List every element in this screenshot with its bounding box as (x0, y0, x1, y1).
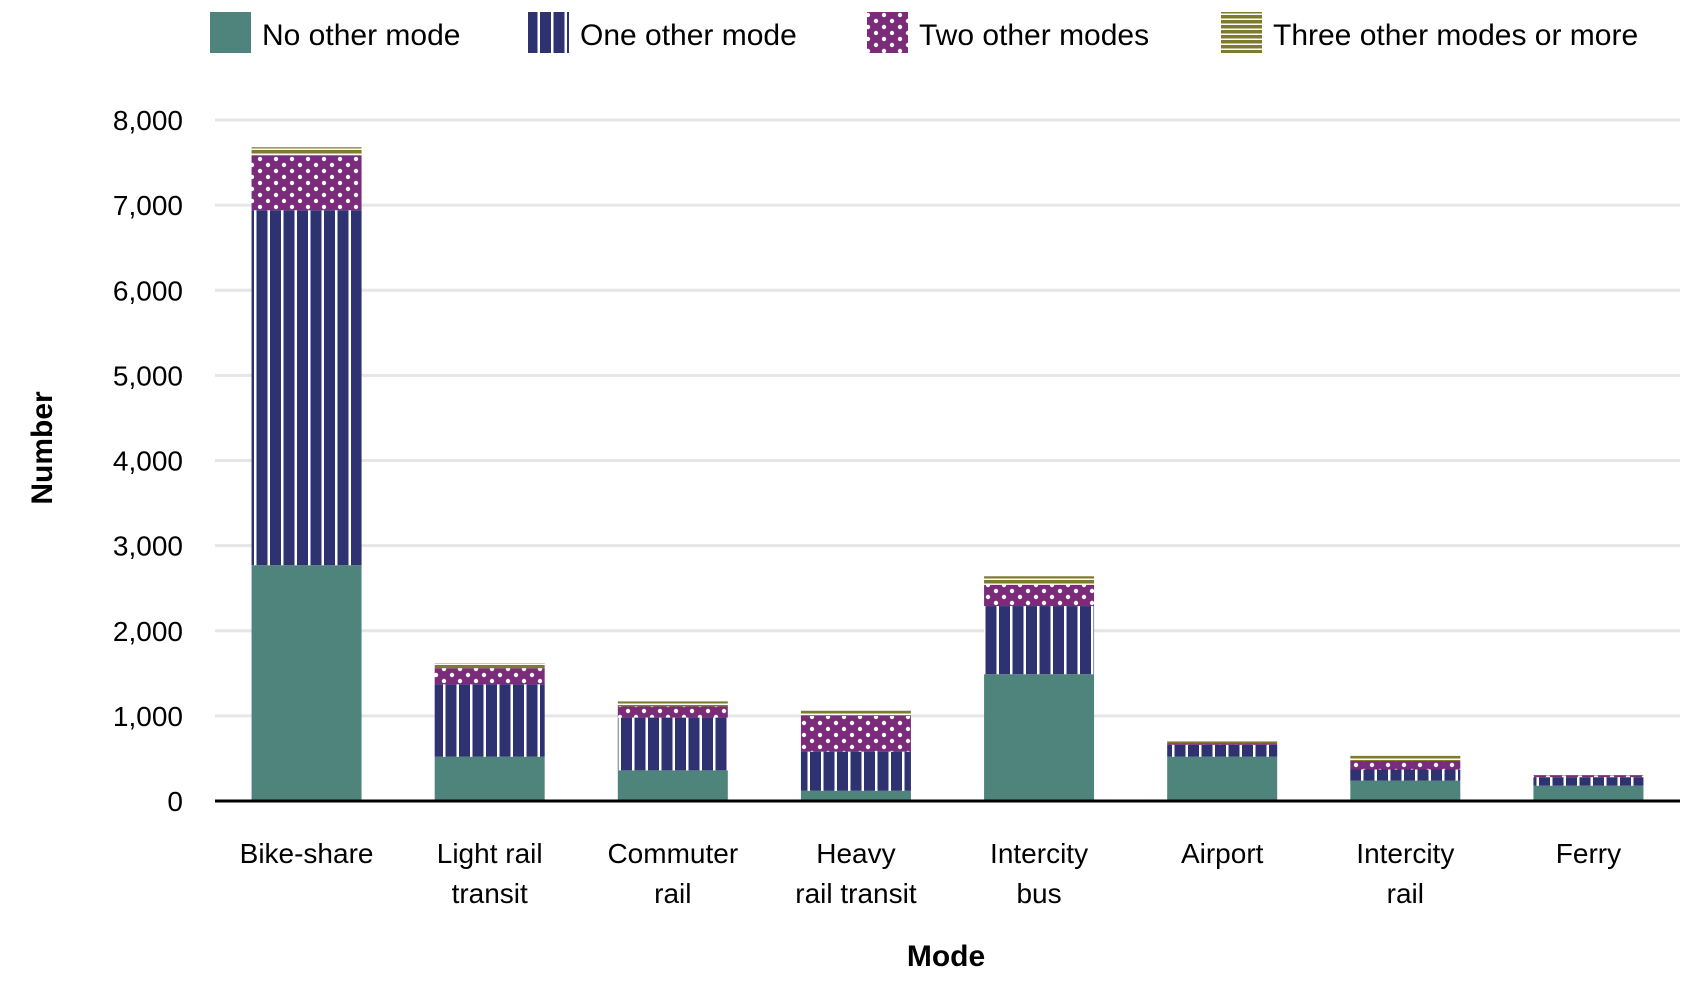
bar-segment (800, 715, 911, 752)
bar-stack (800, 710, 911, 801)
x-category-label-line: rail (1387, 878, 1424, 909)
bar-segment (1350, 769, 1461, 781)
legend: No other mode One other mode Two other mod… (210, 12, 1638, 53)
bars (251, 147, 1644, 801)
bar-segment (984, 584, 1095, 607)
x-category-label: Airport (1181, 838, 1264, 869)
x-category-label: Intercity bus (990, 838, 1088, 909)
bar-stack (617, 701, 728, 801)
gridlines (215, 118, 1680, 718)
bar-stack (1533, 773, 1644, 801)
y-tick-label: 5,000 (113, 360, 183, 391)
bar-segment (251, 565, 362, 801)
y-tick-label: 7,000 (113, 190, 183, 221)
bar-segment (1533, 785, 1644, 801)
bar-segment (251, 210, 362, 566)
x-category-label: Bike-share (240, 838, 374, 869)
bar-segment (434, 684, 545, 757)
bar-segment (800, 751, 911, 791)
x-axis-title: Mode (907, 940, 985, 973)
bar-stack (434, 663, 545, 801)
bar-stack (1167, 741, 1278, 801)
bar-segment (251, 147, 362, 156)
bar-segment (1167, 744, 1278, 757)
bar-stack (1350, 755, 1461, 801)
legend-swatch (528, 12, 569, 53)
legend-item: Three other modes or more (1221, 12, 1638, 53)
y-tick-label: 3,000 (113, 531, 183, 562)
bar-segment (1533, 777, 1644, 786)
x-category-label-line: bus (1016, 878, 1061, 909)
bar-segment (984, 606, 1095, 675)
bar-segment (617, 706, 728, 718)
bar-stack (251, 147, 362, 801)
bar-segment (434, 756, 545, 801)
y-tick-label: 0 (167, 786, 183, 817)
legend-item: No other mode (210, 12, 460, 53)
bar-segment (1533, 773, 1644, 776)
bar-stack (984, 576, 1095, 801)
x-category-label-line: Heavy (816, 838, 895, 869)
bar-segment (434, 663, 545, 669)
legend-swatch (1221, 12, 1262, 53)
legend-item: Two other modes (867, 12, 1149, 53)
x-category-label-line: Intercity (1356, 838, 1454, 869)
y-tick-label: 2,000 (113, 616, 183, 647)
x-category-label-line: rail (654, 878, 691, 909)
bar-segment (984, 674, 1095, 801)
y-tick-label: 4,000 (113, 446, 183, 477)
bar-segment (1350, 780, 1461, 801)
legend-label: No other mode (262, 19, 460, 52)
x-category-label-line: Light rail (437, 838, 543, 869)
y-tick-label: 8,000 (113, 105, 183, 136)
legend-label: Two other modes (919, 19, 1149, 52)
x-category-label-line: Commuter (607, 838, 738, 869)
x-category-label: Light rail transit (437, 838, 543, 909)
x-category-label: Intercity rail (1356, 838, 1454, 909)
bar-segment (617, 770, 728, 801)
x-category-label-line: transit (452, 878, 528, 909)
x-category-label-line: Airport (1181, 838, 1264, 869)
x-category-label-line: rail transit (795, 878, 917, 909)
legend-label: One other mode (580, 19, 797, 52)
x-category-label: Commuter rail (607, 838, 738, 909)
bar-segment (800, 710, 911, 716)
x-category-label-line: Ferry (1556, 838, 1621, 869)
bar-segment (434, 668, 545, 685)
legend-item: One other mode (528, 12, 797, 53)
legend-swatch (867, 12, 908, 53)
bar-segment (1167, 743, 1278, 745)
bar-segment (1350, 755, 1461, 761)
bar-segment (617, 717, 728, 771)
x-category-label: Heavy rail transit (795, 838, 917, 909)
y-tick-label: 1,000 (113, 701, 183, 732)
bar-segment (1350, 760, 1461, 770)
bar-segment (800, 790, 911, 801)
bar-segment (251, 155, 362, 211)
bar-segment (617, 701, 728, 707)
x-category-label-line: Bike-share (240, 838, 374, 869)
axes: 0 1,000 2,000 3,000 4,000 5,000 6,000 7,000 8,00… (113, 105, 1680, 909)
legend-label: Three other modes or more (1273, 19, 1638, 52)
y-axis-title: Number (26, 391, 59, 505)
legend-swatch (210, 12, 251, 53)
bar-segment (1167, 741, 1278, 744)
y-tick-label: 6,000 (113, 275, 183, 306)
x-category-label: Ferry (1556, 838, 1621, 869)
bar-segment (984, 576, 1095, 585)
bar-segment (1533, 775, 1644, 778)
bar-segment (1167, 756, 1278, 801)
x-category-label-line: Intercity (990, 838, 1088, 869)
